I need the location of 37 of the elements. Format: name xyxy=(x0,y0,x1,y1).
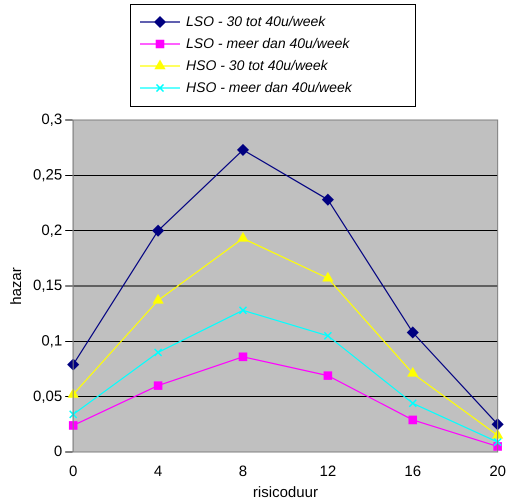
x-tick-label: 12 xyxy=(320,463,336,480)
legend-label: LSO - meer dan 40u/week xyxy=(186,34,350,51)
point xyxy=(324,371,332,380)
legend-label: LSO - 30 tot 40u/week xyxy=(186,12,326,29)
point xyxy=(408,368,418,377)
x-tick-label: 20 xyxy=(489,463,506,480)
point xyxy=(407,326,419,338)
point xyxy=(493,438,502,446)
point xyxy=(154,381,162,390)
point xyxy=(324,332,332,340)
x-tick-label: 4 xyxy=(154,463,162,480)
y-axis-title: hazar xyxy=(8,267,26,305)
point xyxy=(322,272,333,282)
point xyxy=(408,416,418,424)
y-tick-label: 0 xyxy=(54,443,62,460)
point xyxy=(408,399,418,408)
point xyxy=(238,352,248,362)
x-tick-label: 0 xyxy=(69,463,78,480)
y-tick-label: 0,15 xyxy=(32,277,62,294)
legend-label: HSO - 30 tot 40u/week xyxy=(186,56,329,73)
point xyxy=(68,410,78,419)
point xyxy=(322,194,334,206)
point xyxy=(237,144,249,156)
legend-label: HSO - meer dan 40u/week xyxy=(186,78,353,95)
y-tick-label: 0,25 xyxy=(32,166,62,184)
x-tick-label: 16 xyxy=(404,463,422,480)
point xyxy=(238,232,248,242)
y-tick-label: 0,1 xyxy=(41,332,62,350)
point xyxy=(152,224,164,236)
x-tick-label: 8 xyxy=(238,463,248,480)
point xyxy=(238,306,248,315)
point xyxy=(153,294,164,304)
y-tick-label: 0,2 xyxy=(41,222,62,239)
y-tick-label: 0,3 xyxy=(41,111,62,128)
x-axis-title: risicoduur xyxy=(252,484,318,502)
y-tick-label: 0,05 xyxy=(32,388,62,405)
point xyxy=(154,348,162,357)
